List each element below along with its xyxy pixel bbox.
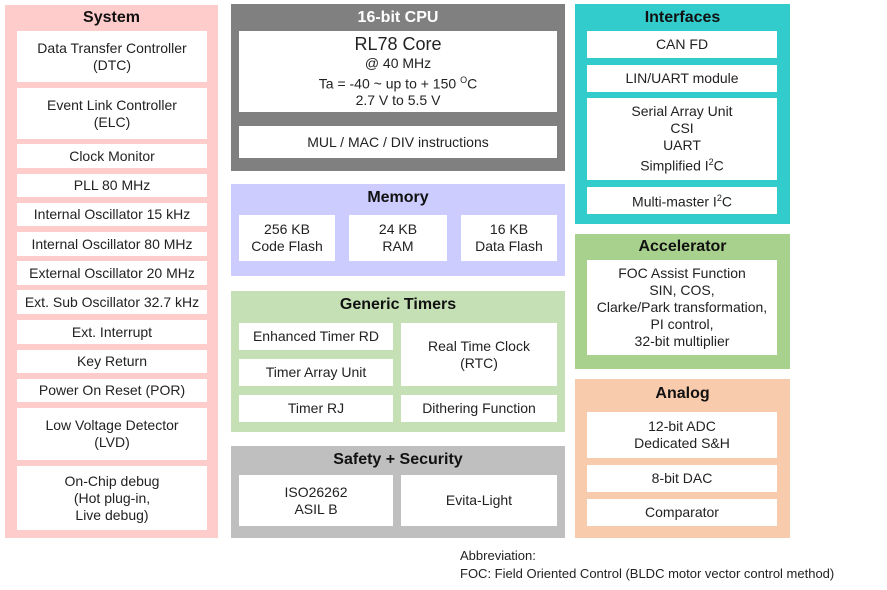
timer-item: Real Time Clock (RTC) bbox=[401, 323, 557, 386]
interfaces-title: Interfaces bbox=[644, 9, 721, 26]
system-item: Internal Oscillator 80 MHz bbox=[17, 232, 207, 256]
system-block: System Data Transfer Controller (DTC) Ev… bbox=[5, 5, 218, 538]
memory-item: 24 KB RAM bbox=[349, 215, 447, 261]
sau-text: Serial Array Unit CSI UART Simplified I bbox=[631, 103, 733, 174]
abbreviation-heading: Abbreviation: bbox=[460, 548, 536, 563]
interface-sau: Serial Array Unit CSI UART Simplified I2… bbox=[587, 98, 777, 180]
timer-item: Dithering Function bbox=[401, 395, 557, 422]
cpu-temp-unit: C bbox=[467, 75, 478, 92]
timers-block: Generic Timers Enhanced Timer RD Timer A… bbox=[231, 291, 565, 432]
memory-title: Memory bbox=[367, 189, 429, 206]
cpu-voltage: 2.7 V to 5.5 V bbox=[355, 92, 441, 109]
system-item: External Oscillator 20 MHz bbox=[17, 261, 207, 285]
sup-2: 2 bbox=[716, 193, 722, 204]
safety-title: Safety + Security bbox=[333, 451, 463, 468]
accelerator-title: Accelerator bbox=[638, 238, 727, 255]
safety-block: Safety + Security ISO26262 ASIL B Evita-… bbox=[231, 446, 565, 538]
accelerator-item: FOC Assist Function SIN, COS, Clarke/Par… bbox=[587, 260, 777, 355]
analog-block: Analog 12-bit ADC Dedicated S&H 8-bit DA… bbox=[575, 379, 790, 538]
cpu-title: 16-bit CPU bbox=[357, 9, 439, 26]
memory-block: Memory 256 KB Code Flash 24 KB RAM 16 KB… bbox=[231, 184, 565, 276]
cpu-instructions: MUL / MAC / DIV instructions bbox=[239, 126, 557, 158]
cpu-core-box: RL78 Core @ 40 MHz Ta = -40 ~ up to + 15… bbox=[239, 31, 557, 112]
memory-item: 256 KB Code Flash bbox=[239, 215, 335, 261]
system-item: Event Link Controller (ELC) bbox=[17, 88, 207, 139]
accelerator-block: Accelerator FOC Assist Function SIN, COS… bbox=[575, 234, 790, 369]
memory-item: 16 KB Data Flash bbox=[461, 215, 557, 261]
system-item: Clock Monitor bbox=[17, 144, 207, 168]
interface-mm-i2c: Multi-master I2C bbox=[587, 187, 777, 214]
abbreviation-foc: FOC: Field Oriented Control (BLDC motor … bbox=[460, 566, 835, 581]
analog-title: Analog bbox=[655, 385, 710, 402]
system-item: On-Chip debug (Hot plug-in, Live debug) bbox=[17, 466, 207, 530]
timer-item: Enhanced Timer RD bbox=[239, 323, 393, 350]
interface-lin: LIN/UART module bbox=[587, 65, 777, 92]
sup-2: 2 bbox=[708, 157, 714, 168]
system-item: Key Return bbox=[17, 350, 207, 373]
system-item: Internal Oscillator 15 kHz bbox=[17, 203, 207, 226]
system-item: Power On Reset (POR) bbox=[17, 379, 207, 402]
interfaces-block: Interfaces CAN FD LIN/UART module Serial… bbox=[575, 4, 790, 224]
analog-item: 8-bit DAC bbox=[587, 465, 777, 492]
mm-c: C bbox=[721, 193, 732, 210]
system-item: Data Transfer Controller (DTC) bbox=[17, 31, 207, 82]
degree-symbol: O bbox=[460, 74, 468, 85]
system-item: PLL 80 MHz bbox=[17, 174, 207, 197]
system-item: Low Voltage Detector (LVD) bbox=[17, 408, 207, 460]
cpu-temp: Ta = -40 ~ up to + 150 OC bbox=[319, 72, 477, 93]
mm-text: Multi-master I bbox=[632, 193, 717, 210]
safety-item: Evita-Light bbox=[401, 475, 557, 526]
timers-title: Generic Timers bbox=[339, 296, 457, 313]
cpu-temp-text: Ta = -40 ~ up to + 150 bbox=[318, 75, 461, 92]
analog-item: Comparator bbox=[587, 499, 777, 526]
sau-c: C bbox=[713, 157, 724, 174]
cpu-core: RL78 Core bbox=[354, 33, 442, 54]
timer-item: Timer RJ bbox=[239, 395, 393, 422]
cpu-block: 16-bit CPU RL78 Core @ 40 MHz Ta = -40 ~… bbox=[231, 4, 565, 171]
interface-can: CAN FD bbox=[587, 31, 777, 58]
system-title: System bbox=[83, 9, 140, 26]
analog-item: 12-bit ADC Dedicated S&H bbox=[587, 412, 777, 458]
timer-item: Timer Array Unit bbox=[239, 359, 393, 386]
safety-item: ISO26262 ASIL B bbox=[239, 475, 393, 526]
system-item: Ext. Sub Oscillator 32.7 kHz bbox=[17, 290, 207, 314]
cpu-freq: @ 40 MHz bbox=[364, 54, 432, 71]
system-item: Ext. Interrupt bbox=[17, 320, 207, 344]
